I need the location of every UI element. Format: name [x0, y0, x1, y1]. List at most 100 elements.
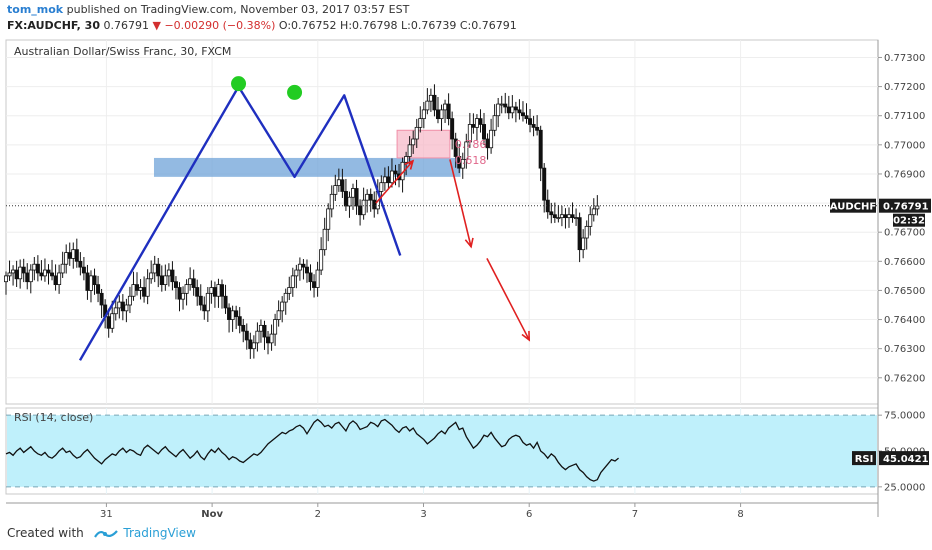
candle-body [74, 249, 79, 262]
candle-body [25, 272, 30, 283]
price-pane[interactable] [5, 39, 879, 405]
rsi-band-fill [7, 415, 877, 487]
candle-body [365, 193, 370, 201]
candle-body [446, 103, 451, 120]
candle-body [255, 330, 260, 344]
candle-body [287, 287, 292, 294]
candle-body [499, 103, 504, 106]
candle-body [517, 109, 522, 114]
candle-body [464, 141, 469, 160]
candle-body [60, 263, 65, 274]
candle-body [559, 214, 564, 219]
chart-title: Australian Dollar/Swiss Franc, 30, FXCM [14, 45, 231, 58]
price-tick-label: 0.76600 [884, 257, 925, 268]
time-tick-label: 8 [737, 509, 743, 520]
candle-body [244, 330, 249, 341]
double-top-pattern-line[interactable] [78, 85, 402, 361]
candle-body [237, 316, 242, 326]
candle-body [88, 275, 93, 291]
candle-body [195, 287, 200, 297]
candle-body [170, 269, 175, 283]
author-link[interactable]: tom_mok [7, 3, 64, 16]
fib-zone-0786[interactable] [396, 129, 451, 159]
chart-canvas[interactable]: Australian Dollar/Swiss Franc, 30, FXCM … [0, 36, 932, 522]
candle-body [450, 118, 455, 140]
candle-body [556, 217, 561, 220]
candle-body [322, 228, 327, 251]
rsi-line[interactable] [5, 418, 619, 482]
last-price-badge-bg [879, 198, 931, 213]
candle-body [266, 336, 271, 344]
peak-marker[interactable] [287, 84, 303, 100]
candle-body [14, 269, 19, 280]
candle-body [382, 176, 387, 184]
candle-body [584, 225, 589, 239]
symbol-label: FX:AUDCHF, 30 [7, 19, 100, 32]
candle-body [404, 156, 409, 163]
candle-body [552, 214, 557, 219]
candle-body [156, 263, 161, 277]
peak-marker[interactable] [231, 76, 247, 92]
candle-body [297, 263, 302, 271]
candle-body [478, 118, 483, 125]
price-tick-label: 0.77100 [884, 111, 925, 122]
candle-body [124, 304, 129, 312]
candle-body [414, 126, 419, 140]
candle-body [262, 324, 267, 338]
ohlc-values: O:0.76752 H:0.76798 L:0.76739 C:0.76791 [278, 19, 517, 32]
candle-body [411, 138, 416, 146]
candle-body [276, 310, 281, 320]
candle-body [273, 319, 278, 335]
published-text: published on TradingView.com, November 0… [66, 3, 410, 16]
candle-body [110, 313, 115, 329]
candle-body [358, 205, 363, 216]
candle-body [343, 191, 348, 207]
time-tick-label: 3 [420, 509, 426, 520]
rsi-tag-label: RSI [855, 454, 874, 465]
candle-body [46, 269, 51, 274]
projection-arrow-line[interactable] [449, 159, 472, 247]
candle-body [96, 284, 101, 294]
candle-body [149, 272, 154, 280]
time-tick-label: 7 [632, 509, 638, 520]
candle-body [421, 109, 426, 120]
candle-body [241, 324, 246, 332]
candle-body [166, 269, 171, 277]
candle-body [474, 118, 479, 128]
price-tick-label: 0.77300 [884, 53, 925, 64]
candle-body [67, 252, 72, 259]
candle-body [354, 188, 359, 207]
candle-body [135, 284, 140, 291]
candle-body [393, 170, 398, 175]
tradingview-brand[interactable]: TradingView [123, 526, 196, 540]
candle-body [294, 269, 299, 277]
candle-body [513, 106, 518, 111]
candle-body [142, 287, 147, 297]
fib-label-0618: 0.618 [455, 154, 487, 167]
time-tick-label: 6 [526, 509, 532, 520]
candle-body [106, 316, 111, 329]
candle-body [595, 205, 600, 210]
fib-label-0786: 0.786 [455, 138, 487, 151]
candle-body [489, 129, 494, 149]
candle-body [99, 292, 104, 306]
projection-arrowhead [464, 237, 474, 249]
candle-body [258, 324, 263, 332]
countdown-bg [893, 213, 925, 227]
candle-body [336, 179, 341, 187]
candle-body [492, 115, 497, 131]
candle-body [209, 287, 214, 294]
candle-body [471, 124, 476, 128]
candle-body [304, 266, 309, 274]
publisher-line: tom_mok published on TradingView.com, No… [7, 3, 409, 16]
projection-arrow-line[interactable] [375, 160, 414, 204]
candle-body [21, 266, 26, 274]
candle-body [159, 275, 164, 286]
fib-zone-0618[interactable] [153, 157, 461, 177]
candle-body [351, 188, 356, 198]
projection-arrow-line[interactable] [486, 258, 530, 341]
candle-body [177, 287, 182, 300]
candle-body [510, 106, 515, 114]
last-price-badge-label: 0.76791 [883, 202, 929, 213]
candle-body [588, 214, 593, 227]
